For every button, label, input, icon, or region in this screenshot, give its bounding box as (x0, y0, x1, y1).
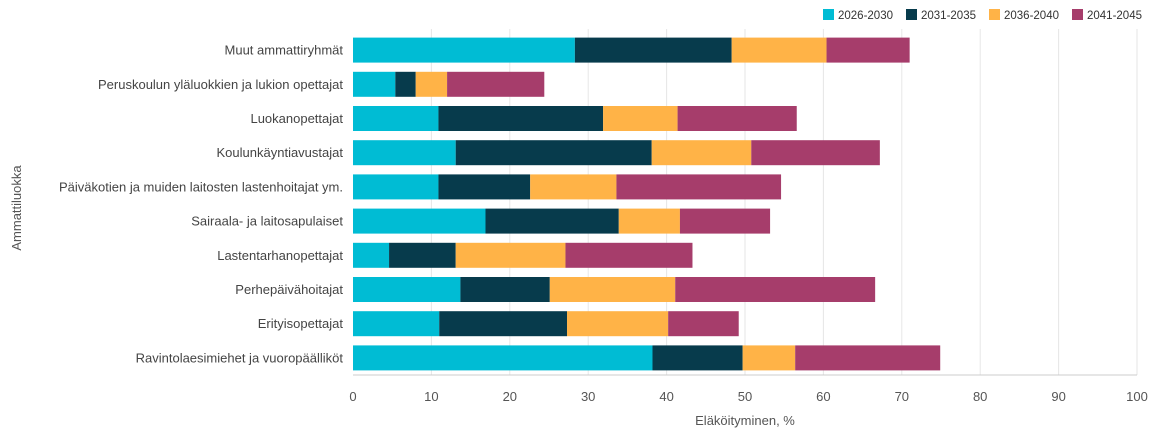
bars (353, 37, 941, 371)
bar-segment[interactable] (668, 311, 739, 337)
bar-segment[interactable] (460, 277, 550, 302)
bar-segment[interactable] (530, 174, 617, 200)
bar-segment[interactable] (415, 71, 448, 97)
legend-label[interactable]: 2041-2045 (1087, 10, 1142, 22)
bar-segment[interactable] (389, 242, 456, 268)
bar-segment[interactable] (439, 311, 568, 337)
bar-segment[interactable] (353, 208, 486, 234)
x-tick-label: 80 (973, 389, 987, 404)
category-label: Lastentarhanopettajat (217, 248, 343, 263)
category-label: Erityisopettajat (258, 316, 344, 331)
category-label: Päiväkotien ja muiden laitosten lastenho… (59, 179, 343, 194)
legend-swatch (989, 9, 1000, 20)
category-label: Muut ammattiryhmät (225, 43, 344, 58)
category-label: Koulunkäyntiavustajat (217, 145, 344, 160)
bar-segment[interactable] (651, 140, 752, 166)
bar-segment[interactable] (455, 140, 652, 166)
bar-segment[interactable] (677, 106, 797, 131)
bar-segment[interactable] (652, 345, 743, 371)
bar-segment[interactable] (353, 71, 396, 97)
x-tick-label: 90 (1051, 389, 1065, 404)
x-tick-label: 60 (816, 389, 830, 404)
bar-segment[interactable] (549, 277, 676, 302)
x-tick-label: 70 (895, 389, 909, 404)
bar-segment[interactable] (447, 71, 545, 97)
bar-segment[interactable] (603, 106, 678, 131)
category-label: Luokanopettajat (250, 111, 343, 126)
bar-segment[interactable] (455, 242, 566, 268)
x-tick-label: 30 (581, 389, 595, 404)
bar-segment[interactable] (565, 242, 693, 268)
x-axis-ticks: 0 10 20 30 40 50 60 70 80 90 100 (349, 389, 1147, 404)
bar-segment[interactable] (485, 208, 619, 234)
bar-segment[interactable] (567, 311, 669, 337)
legend-swatch (823, 9, 834, 20)
bar-segment[interactable] (395, 71, 416, 97)
category-labels: Muut ammattiryhmät Peruskoulun yläluokkie… (59, 43, 343, 366)
category-label: Perhepäivähoitajat (235, 282, 343, 297)
x-axis-title: Eläköityminen, % (695, 413, 795, 428)
y-axis-title: Ammattiluokka (9, 165, 24, 251)
bar-segment[interactable] (731, 37, 827, 63)
legend-label[interactable]: 2036-2040 (1004, 10, 1059, 22)
bar-segment[interactable] (353, 345, 653, 371)
legend-label[interactable]: 2031-2035 (921, 10, 976, 22)
category-label: Sairaala- ja laitosapulaiset (191, 214, 343, 229)
category-label: Peruskoulun yläluokkien ja lukion opetta… (98, 77, 343, 92)
x-tick-label: 100 (1126, 389, 1148, 404)
bar-segment[interactable] (795, 345, 941, 371)
bar-segment[interactable] (353, 37, 575, 63)
bar-segment[interactable] (616, 174, 782, 200)
bar-segment[interactable] (751, 140, 880, 166)
bar-segment[interactable] (353, 140, 456, 166)
bar-segment[interactable] (742, 345, 796, 371)
x-tick-label: 10 (424, 389, 438, 404)
bar-segment[interactable] (618, 208, 680, 234)
bar-segment[interactable] (353, 106, 439, 131)
bar-segment[interactable] (353, 277, 461, 302)
bar-segment[interactable] (353, 174, 439, 200)
legend: 2026-2030 2031-2035 2036-2040 2041-2045 (823, 9, 1142, 22)
x-tick-label: 0 (349, 389, 356, 404)
legend-swatch (1072, 9, 1083, 20)
x-tick-label: 50 (738, 389, 752, 404)
bar-segment[interactable] (438, 174, 531, 200)
bar-segment[interactable] (353, 242, 390, 268)
bar-segment[interactable] (826, 37, 910, 63)
bar-segment[interactable] (438, 106, 604, 131)
legend-label[interactable]: 2026-2030 (838, 10, 893, 22)
bar-segment[interactable] (353, 311, 440, 337)
x-tick-label: 20 (503, 389, 517, 404)
x-tick-label: 40 (659, 389, 673, 404)
bar-segment[interactable] (675, 277, 876, 302)
legend-swatch (906, 9, 917, 20)
category-label: Ravintolaesimiehet ja vuoropäälliköt (136, 350, 344, 365)
bar-segment[interactable] (679, 208, 771, 234)
bar-segment[interactable] (574, 37, 732, 63)
